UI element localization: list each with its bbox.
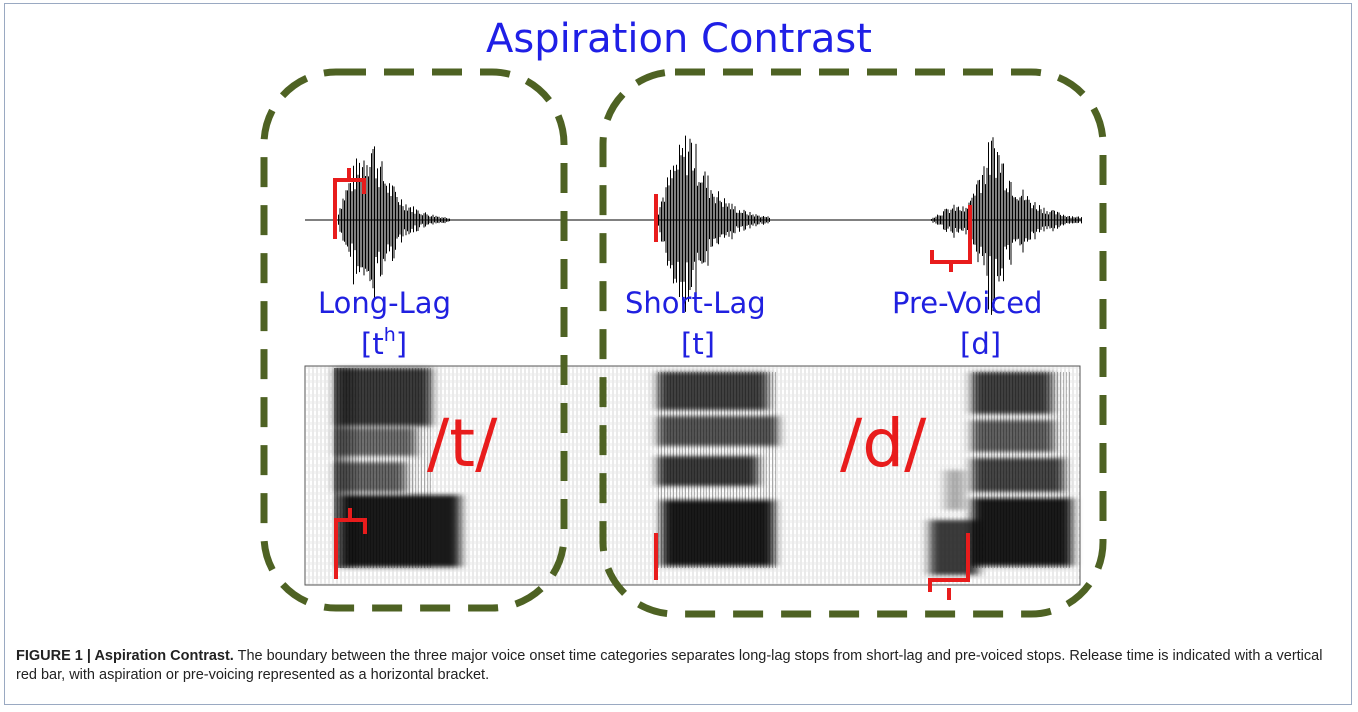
figure-title: Aspiration Contrast bbox=[486, 16, 872, 62]
waveform bbox=[305, 135, 1082, 315]
short-lag-label: Short-Lag bbox=[625, 286, 766, 320]
short-lag-symbol: [t] bbox=[681, 327, 715, 361]
aspiration-bracket-long-lag-wave bbox=[333, 168, 366, 194]
aspiration-bracket-long-lag-spec bbox=[334, 508, 367, 534]
caption-head: FIGURE 1 | Aspiration Contrast. bbox=[16, 648, 234, 664]
pre-voiced-label: Pre-Voiced bbox=[892, 286, 1043, 320]
caption-body: The boundary between the three major voi… bbox=[16, 648, 1323, 683]
release-markers bbox=[333, 168, 972, 600]
spectrogram bbox=[304, 365, 1081, 586]
long-lag-symbol: [th] bbox=[361, 324, 408, 362]
long-lag-boundary bbox=[260, 68, 568, 612]
phoneme-d: /d/ bbox=[840, 405, 927, 482]
prevoicing-bracket-spec bbox=[928, 578, 970, 600]
figure-caption: FIGURE 1 | Aspiration Contrast. The boun… bbox=[16, 647, 1342, 685]
long-lag-label: Long-Lag bbox=[318, 286, 451, 320]
figure-frame bbox=[4, 3, 1352, 705]
phoneme-t: /t/ bbox=[427, 405, 498, 482]
prevoicing-bracket-wave bbox=[930, 250, 972, 272]
pre-voiced-symbol: [d] bbox=[960, 327, 1002, 361]
voiced-boundary bbox=[599, 68, 1107, 618]
